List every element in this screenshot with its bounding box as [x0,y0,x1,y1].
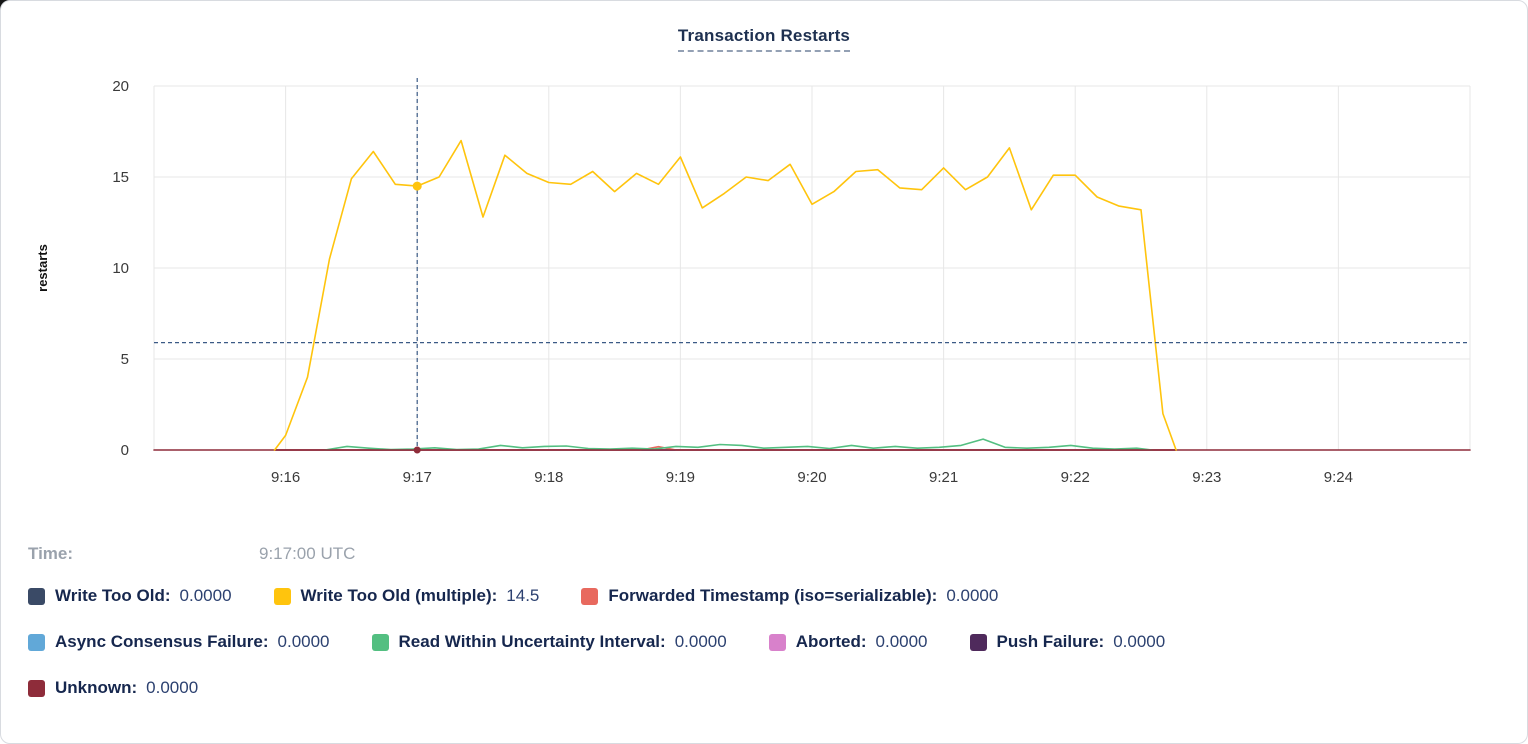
series-read-within-uncertainty-interval [324,438,1153,451]
legend-label: Unknown: [55,678,138,697]
legend-label: Push Failure: [996,632,1105,651]
legend-swatch [371,633,389,651]
legend-value: 0.0000 [674,632,727,651]
legend-row: Write Too Old: 0.0000 Write Too Old (multi… [28,586,1527,606]
time-value: 9:17:00 UTC [259,544,356,563]
y-tick-label: 0 [121,442,129,459]
y-tick-label: 10 [112,260,129,277]
legend-swatch [768,633,786,651]
x-tick-label: 9:22 [1061,469,1090,486]
chart-title-wrap: Transaction Restarts [1,1,1527,52]
transaction-restarts-chart[interactable]: 0 5 10 15 20 9:16 9:17 9:18 9:19 9:20 9:21 9:22 9:23… [9,58,1521,494]
legend-value: 0.0000 [1113,632,1166,651]
legend-value: 0.0000 [946,586,999,605]
legend-item-write-too-old: Write Too Old: 0.0000 [28,586,232,606]
legend-label: Async Consensus Failure: [55,632,269,651]
x-tick-label: 9:23 [1192,469,1221,486]
legend-value: 0.0000 [277,632,330,651]
legend-label: Write Too Old: [55,586,171,605]
legend-swatch [581,587,599,605]
series-write-too-old-multiple- [273,139,1177,451]
legend-item-read-within-uncertainty-interval: Read Within Uncertainty Interval: 0.0000 [371,632,727,652]
y-tick-label: 5 [121,351,129,368]
legend-swatch [28,679,45,697]
legend-swatch [28,633,45,651]
time-label: Time: [28,544,74,563]
legend-item-unknown: Unknown: 0.0000 [28,678,198,698]
legend-value: 0.0000 [875,632,928,651]
x-tick-label: 9:16 [271,469,300,486]
legend-swatch [28,587,45,605]
legend-item-forwarded-timestamp-iso-serializable: Forwarded Timestamp (iso=serializable): 0… [581,586,998,606]
x-tick-label: 9:21 [929,469,958,486]
legend-label: Read Within Uncertainty Interval: [398,632,666,651]
legend-item-aborted: Aborted: 0.0000 [768,632,928,652]
legend-label: Forwarded Timestamp (iso=serializable): [608,586,938,605]
chart-title[interactable]: Transaction Restarts [677,26,851,52]
x-tick-label: 9:17 [403,469,432,486]
y-tick-label: 20 [112,78,129,95]
time-row: Time: 9:17:00 UTC [28,544,1527,564]
x-tick-label: 9:24 [1324,469,1353,486]
hover-dot-unknown [413,446,421,454]
x-tick-label: 9:19 [666,469,695,486]
legend-value: 0.0000 [179,586,232,605]
legend-swatch [273,587,291,605]
legend-row: Unknown: 0.0000 [28,678,1527,698]
y-tick-label: 15 [112,169,129,186]
x-tick-label: 9:18 [534,469,563,486]
legend-item-push-failure: Push Failure: 0.0000 [969,632,1166,652]
legend-label: Write Too Old (multiple): [300,586,498,605]
legend-item-write-too-old-multiple: Write Too Old (multiple): 14.5 [273,586,540,606]
legend-value: 14.5 [506,586,540,605]
x-tick-label: 9:20 [797,469,826,486]
legend-swatch [969,633,987,651]
legend-label: Aborted: [795,632,867,651]
hover-dot-write-too-old-multiple- [412,181,422,191]
legend-value: 0.0000 [146,678,199,697]
chart-legend: Write Too Old: 0.0000 Write Too Old (multi… [28,586,1527,698]
legend-item-async-consensus-failure: Async Consensus Failure: 0.0000 [28,632,330,652]
y-axis-title: restarts [35,244,50,292]
legend-row: Async Consensus Failure: 0.0000 Read Withi… [28,632,1527,652]
